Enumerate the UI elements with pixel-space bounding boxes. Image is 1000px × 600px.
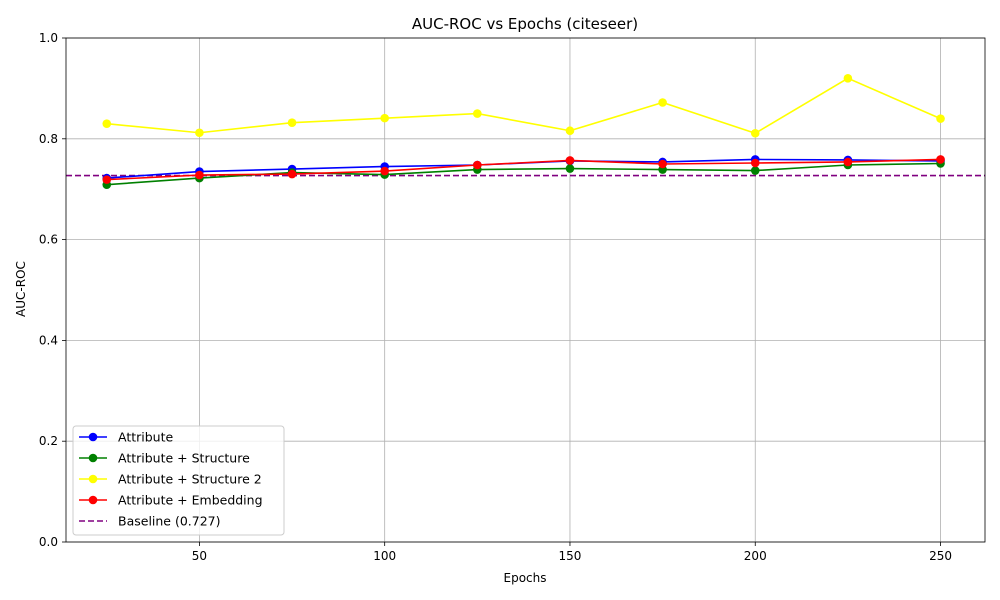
legend-label: Attribute + Structure 2 bbox=[118, 472, 262, 487]
x-tick-label: 100 bbox=[373, 549, 396, 563]
y-tick-label: 0.2 bbox=[39, 434, 58, 448]
series-3 bbox=[102, 155, 945, 184]
legend-label: Attribute bbox=[118, 430, 174, 445]
axis-ticks: 50 100 150 200 250 0.0 0.2 0.4 0.6 0.8 1.0 bbox=[39, 31, 952, 563]
series-group bbox=[102, 74, 945, 189]
x-tick-label: 200 bbox=[744, 549, 767, 563]
legend-swatch-marker bbox=[88, 495, 98, 505]
data-point bbox=[380, 113, 389, 123]
legend-label: Attribute + Embedding bbox=[118, 493, 263, 508]
data-point bbox=[565, 156, 575, 165]
legend-swatch-marker bbox=[88, 474, 98, 484]
y-axis-label: AUC-ROC bbox=[14, 261, 28, 317]
data-point bbox=[936, 155, 945, 164]
x-axis-label: Epochs bbox=[504, 571, 547, 585]
legend-entry: Attribute bbox=[79, 430, 174, 445]
data-point bbox=[380, 166, 389, 176]
series-line bbox=[106, 158, 941, 181]
x-tick-label: 50 bbox=[192, 549, 207, 563]
data-point bbox=[195, 128, 204, 138]
legend-entry: Attribute + Structure bbox=[79, 451, 250, 466]
legend-entry: Baseline (0.727) bbox=[79, 514, 221, 529]
y-tick-label: 0.6 bbox=[39, 233, 58, 247]
legend-label: Attribute + Structure bbox=[118, 451, 250, 466]
data-point bbox=[102, 119, 112, 128]
plot-frame bbox=[65, 37, 986, 543]
chart-title: AUC-ROC vs Epochs (citeseer) bbox=[412, 15, 638, 33]
legend: Attribute Attribute + Structure Attribute … bbox=[72, 425, 285, 536]
y-tick-label: 0.4 bbox=[39, 333, 58, 347]
data-point bbox=[936, 114, 945, 123]
y-tick-label: 0.8 bbox=[39, 132, 58, 146]
data-point bbox=[843, 74, 853, 83]
data-point bbox=[750, 128, 760, 138]
legend-box bbox=[72, 425, 285, 536]
data-point bbox=[750, 166, 760, 175]
data-point bbox=[287, 118, 297, 127]
data-point bbox=[473, 160, 482, 170]
data-point bbox=[750, 158, 760, 168]
data-point bbox=[658, 159, 667, 169]
x-tick-label: 250 bbox=[929, 549, 952, 563]
data-point bbox=[102, 175, 112, 184]
data-point bbox=[195, 170, 204, 180]
y-tick-label: 1.0 bbox=[39, 31, 58, 45]
series-2 bbox=[102, 74, 945, 138]
legend-entry: Attribute + Embedding bbox=[79, 493, 263, 508]
legend-swatch-marker bbox=[88, 432, 98, 442]
data-point bbox=[658, 98, 667, 107]
legend-label: Baseline (0.727) bbox=[118, 514, 221, 529]
data-point bbox=[565, 126, 575, 136]
y-tick-label: 0.0 bbox=[39, 535, 58, 549]
data-point bbox=[473, 109, 482, 118]
x-tick-label: 150 bbox=[559, 549, 582, 563]
series-line bbox=[106, 77, 941, 135]
legend-swatch-marker bbox=[88, 453, 98, 463]
data-point bbox=[287, 169, 297, 179]
legend-entry: Attribute + Structure 2 bbox=[79, 472, 262, 487]
data-point bbox=[843, 157, 853, 167]
data-point bbox=[565, 164, 575, 173]
